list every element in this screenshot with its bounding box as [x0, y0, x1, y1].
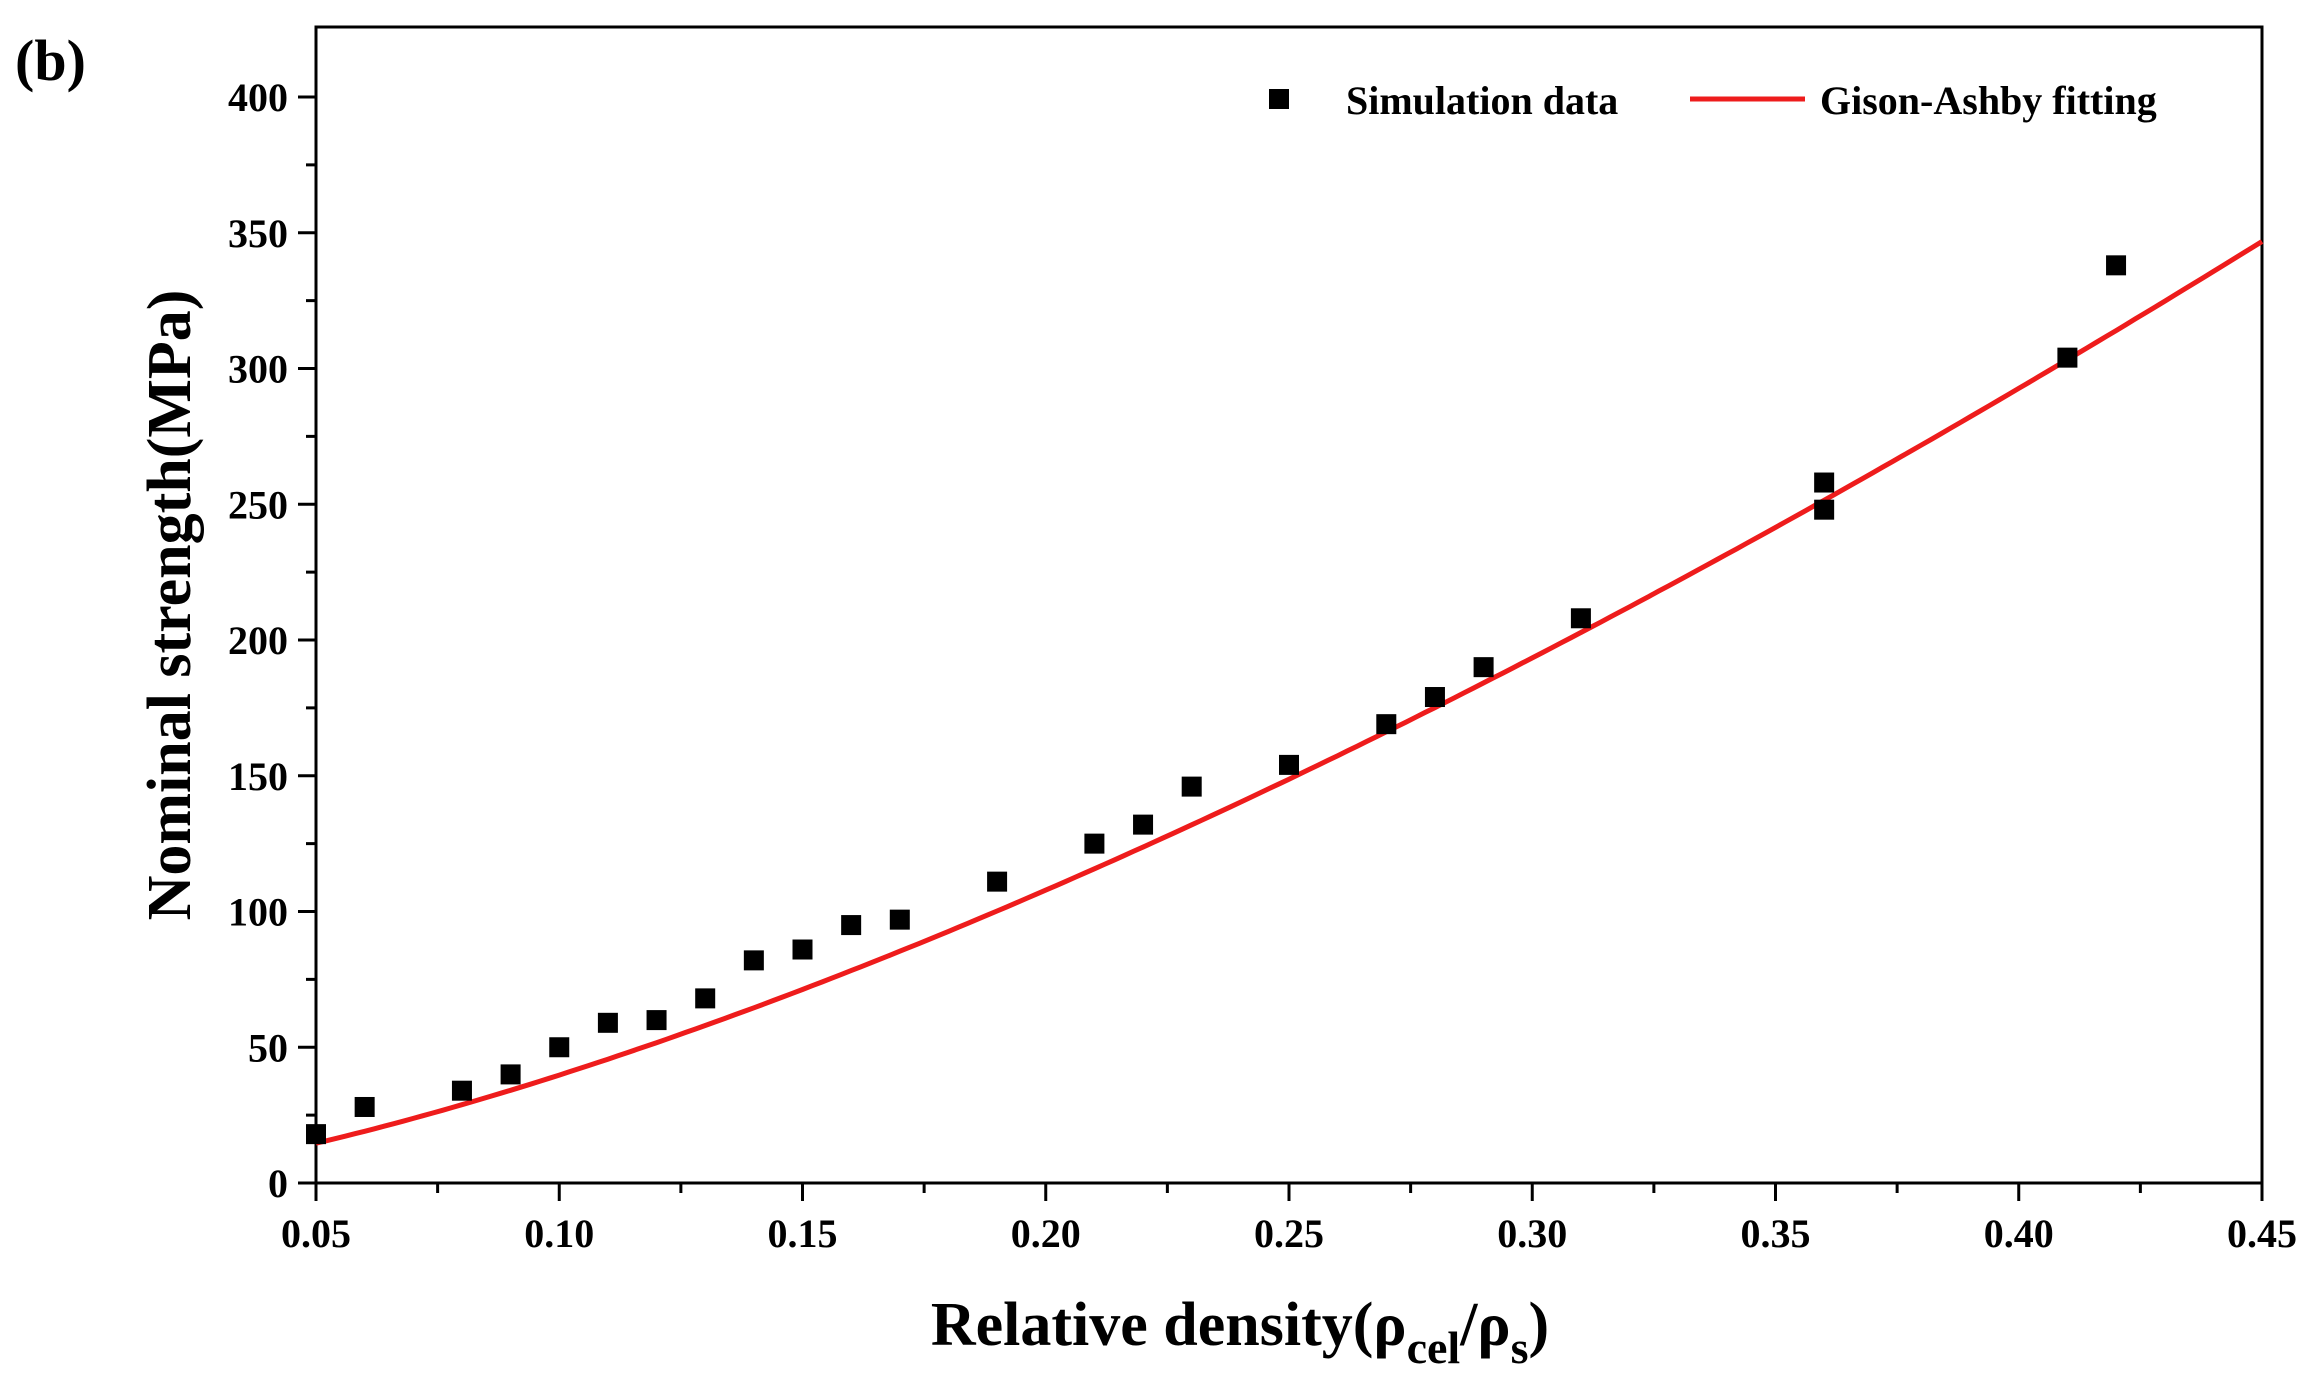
x-axis-title-main: Relative density(ρ — [931, 1291, 1407, 1359]
x-axis-title: Relative density(ρcel/ρs) — [931, 1291, 1549, 1373]
y-tick-label: 50 — [248, 1025, 288, 1070]
y-tick-label: 250 — [228, 482, 288, 527]
data-point — [1181, 776, 1202, 797]
data-point — [2057, 347, 2078, 368]
legend-label-simulation: Simulation data — [1346, 78, 1618, 123]
panel-label: (b) — [15, 28, 86, 93]
data-point — [1814, 499, 1835, 520]
data-point — [889, 909, 910, 930]
data-point — [2106, 255, 2127, 276]
x-axis: 0.05 0.10 0.15 0.20 0.25 0.30 0.35 0.40 0.45 — [281, 1183, 2297, 1256]
x-axis-title-mid: /ρ — [1459, 1291, 1510, 1359]
data-point — [1814, 472, 1835, 493]
data-point — [792, 939, 813, 960]
data-point — [1570, 608, 1591, 629]
data-point — [1473, 657, 1494, 678]
y-tick-label: 100 — [228, 890, 288, 935]
legend: Simulation data Gison-Ashby fitting — [1269, 78, 2157, 123]
x-tick-label: 0.05 — [281, 1211, 351, 1256]
x-tick-label: 0.25 — [1254, 1211, 1324, 1256]
legend-label-fitting: Gison-Ashby fitting — [1820, 78, 2157, 123]
data-point — [646, 1010, 667, 1031]
y-tick-label: 200 — [228, 618, 288, 663]
data-point — [1424, 687, 1445, 708]
y-tick-label: 400 — [228, 75, 288, 120]
y-tick-label: 350 — [228, 211, 288, 256]
data-point — [987, 871, 1008, 892]
data-point — [549, 1037, 570, 1058]
fit-curve-layer — [315, 239, 2264, 1146]
data-point — [695, 988, 716, 1009]
data-point — [1279, 754, 1299, 775]
y-tick-label: 150 — [228, 754, 288, 799]
x-axis-title-end: ) — [1529, 1291, 1550, 1359]
legend-marker-simulation — [1269, 89, 1289, 109]
y-tick-label: 300 — [228, 347, 288, 392]
x-axis-title-sub1: cel — [1407, 1322, 1461, 1373]
data-point — [597, 1012, 618, 1033]
data-point — [500, 1064, 521, 1085]
x-axis-title-sub2: s — [1511, 1322, 1529, 1373]
x-tick-label: 0.40 — [1984, 1211, 2054, 1256]
x-tick-label: 0.30 — [1497, 1211, 1567, 1256]
data-point — [1133, 814, 1154, 835]
plot-border — [314, 25, 2264, 1185]
data-point — [743, 950, 764, 971]
y-axis-title: Nominal strength(MPa) — [136, 290, 204, 921]
data-point — [354, 1096, 375, 1117]
data-point — [1376, 714, 1397, 735]
x-tick-label: 0.35 — [1741, 1211, 1811, 1256]
data-points-layer — [306, 255, 2127, 1145]
plot-frame — [314, 25, 2264, 1185]
data-point — [306, 1124, 326, 1145]
x-tick-label: 0.10 — [524, 1211, 594, 1256]
fit-curve — [315, 239, 2264, 1146]
y-axis: 0 50 100 150 200 250 300 350 400 — [228, 75, 316, 1206]
x-tick-label: 0.15 — [768, 1211, 838, 1256]
y-tick-label: 0 — [268, 1161, 288, 1206]
data-point — [451, 1080, 472, 1101]
data-point — [1084, 833, 1105, 854]
x-tick-label: 0.45 — [2227, 1211, 2297, 1256]
x-tick-label: 0.20 — [1011, 1211, 1081, 1256]
data-point — [841, 915, 862, 936]
